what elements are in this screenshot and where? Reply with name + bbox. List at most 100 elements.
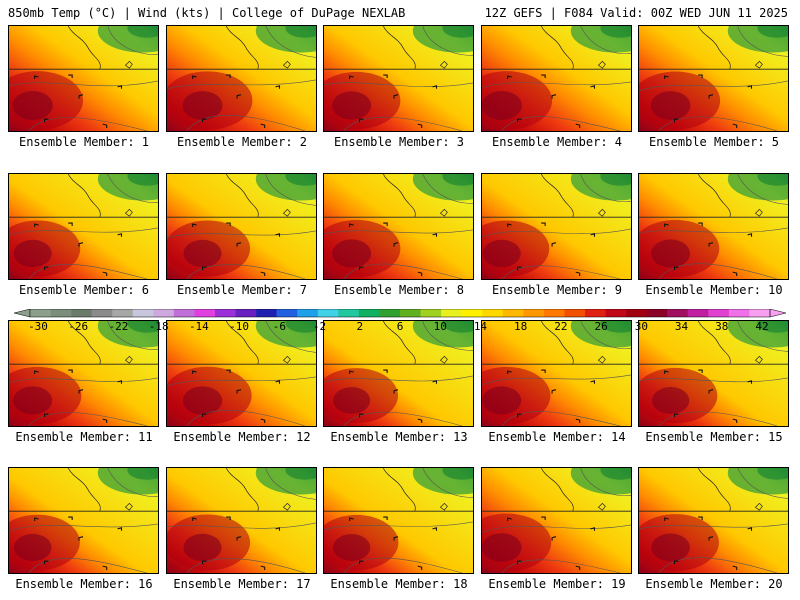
wind-barb xyxy=(708,536,714,541)
colorbar-segment xyxy=(646,309,668,317)
wind-barb xyxy=(201,560,207,565)
wind-barb xyxy=(358,413,364,418)
colorbar-segment xyxy=(71,309,92,317)
wind-barb xyxy=(673,560,679,565)
temperature-field-map xyxy=(167,174,316,279)
ensemble-member-caption: Ensemble Member: 4 xyxy=(491,135,623,149)
ensemble-member-panel xyxy=(481,25,632,132)
ensemble-member-panel xyxy=(323,25,474,132)
ensemble-member-caption: Ensemble Member: 13 xyxy=(330,430,468,444)
temperature-field-map xyxy=(639,468,788,573)
wind-barb xyxy=(102,565,108,571)
model-run-info: 12Z GEFS | F084 Valid: 00Z WED JUN 11 20… xyxy=(484,6,788,20)
colorbar-segment xyxy=(194,309,216,317)
colorbar-segment xyxy=(256,309,277,317)
wind-barb xyxy=(201,413,207,418)
wind-barb xyxy=(236,389,242,394)
wind-barb xyxy=(192,370,197,374)
temperature-field-map xyxy=(482,26,631,131)
wind-barb xyxy=(349,370,354,374)
ensemble-member-panel xyxy=(8,467,159,574)
colorbar-tick-label: 14 xyxy=(474,320,488,333)
temperature-field-map xyxy=(324,174,473,279)
wind-barb xyxy=(551,536,557,541)
colorbar-segment xyxy=(564,309,586,317)
colorbar-tick-label: 30 xyxy=(635,320,648,333)
wind-barb xyxy=(698,222,703,227)
wind-barb xyxy=(226,222,231,227)
temperature-field-map xyxy=(9,321,158,426)
colorbar-tick-label: -14 xyxy=(189,320,209,333)
colorbar-arrow-right xyxy=(769,309,786,318)
wind-barb xyxy=(732,418,738,424)
wind-barb xyxy=(34,75,39,79)
temperature-field-map xyxy=(324,26,473,131)
wind-barb xyxy=(358,118,364,123)
wind-barb xyxy=(507,517,512,521)
wind-barb xyxy=(117,527,123,531)
wind-barb xyxy=(68,74,73,79)
wind-barb xyxy=(117,85,123,89)
colorbar-segment xyxy=(626,309,647,317)
wind-barb xyxy=(68,369,73,374)
wind-barb xyxy=(541,74,546,79)
temperature-field-map xyxy=(639,321,788,426)
ensemble-member-caption: Ensemble Member: 5 xyxy=(648,135,780,149)
ensemble-member-caption: Ensemble Member: 17 xyxy=(173,577,311,591)
colorbar-tick-label: 26 xyxy=(594,320,607,333)
ensemble-member-panel xyxy=(8,320,159,427)
temperature-field-map xyxy=(639,26,788,131)
colorbar-segment xyxy=(461,309,483,317)
ensemble-member-panel xyxy=(8,173,159,280)
wind-barb xyxy=(541,369,546,374)
colorbar-tick-label: -30 xyxy=(28,320,48,333)
ensemble-member-panel xyxy=(638,25,789,132)
wind-barb xyxy=(393,94,399,99)
wind-barb xyxy=(747,85,753,89)
ensemble-member-panel xyxy=(166,25,317,132)
colorbar-tick-label: 38 xyxy=(715,320,728,333)
wind-barb xyxy=(516,560,522,565)
wind-barb xyxy=(417,565,423,571)
ensemble-member-panel xyxy=(638,467,789,574)
colorbar-segment xyxy=(297,309,319,317)
wind-barb xyxy=(192,75,197,79)
wind-barb xyxy=(747,380,753,384)
wind-barb xyxy=(432,380,438,384)
colorbar-segment xyxy=(523,309,545,317)
colorbar-tick-label: -2 xyxy=(313,320,326,333)
ensemble-member-panel xyxy=(166,173,317,280)
wind-barb xyxy=(590,85,596,89)
colorbar-segment xyxy=(153,309,175,317)
wind-barb xyxy=(664,75,669,79)
wind-barb xyxy=(507,75,512,79)
colorbar-segment xyxy=(667,309,689,317)
wind-barb xyxy=(358,560,364,565)
wind-barb xyxy=(393,242,399,247)
ensemble-member-caption: Ensemble Member: 8 xyxy=(333,283,465,297)
colorbar-segment xyxy=(358,309,380,317)
wind-barb xyxy=(541,516,546,521)
wind-barb xyxy=(507,223,512,227)
temperature-field-map xyxy=(9,174,158,279)
temperature-colorbar: -30 -26 -22 -18 -14 -10 -6 -2 2 6 10 14 18 22 26 30 34 38… xyxy=(14,309,786,335)
colorbar-segment xyxy=(687,309,709,317)
ensemble-member-caption: Ensemble Member: 6 xyxy=(18,283,150,297)
colorbar-segment xyxy=(502,309,524,317)
wind-barb xyxy=(68,516,73,521)
wind-barb xyxy=(43,413,49,418)
wind-barb xyxy=(590,527,596,531)
ensemble-member-panel xyxy=(323,467,474,574)
wind-barb xyxy=(226,369,231,374)
colorbar-segment xyxy=(132,309,154,317)
wind-barb xyxy=(383,516,388,521)
colorbar-segment xyxy=(728,309,750,317)
wind-barb xyxy=(226,74,231,79)
wind-barb xyxy=(732,123,738,129)
temperature-field-map xyxy=(482,468,631,573)
wind-barb xyxy=(673,413,679,418)
wind-barb xyxy=(260,123,266,129)
wind-barb xyxy=(551,389,557,394)
ensemble-member-caption: Ensemble Member: 7 xyxy=(176,283,308,297)
colorbar-tick-label: -10 xyxy=(229,320,249,333)
